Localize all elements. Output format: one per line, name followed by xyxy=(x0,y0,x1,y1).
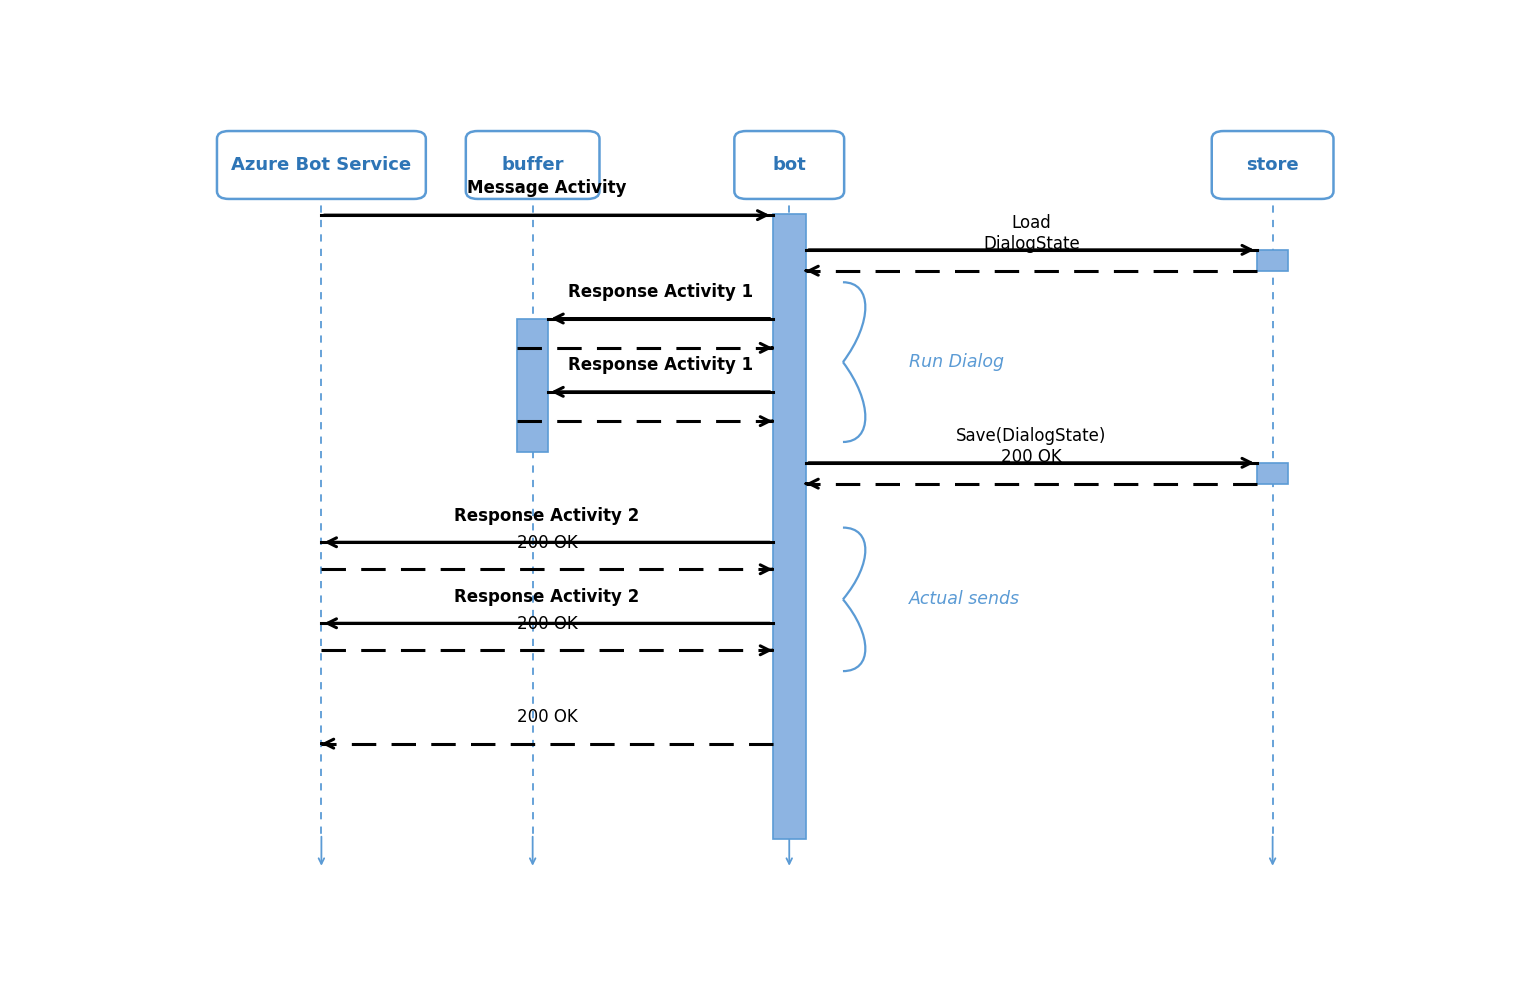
Text: Message Activity: Message Activity xyxy=(467,179,627,197)
Text: Response Activity 2: Response Activity 2 xyxy=(454,587,639,605)
Text: 200 OK: 200 OK xyxy=(516,614,578,632)
FancyBboxPatch shape xyxy=(1212,131,1334,199)
Text: 200 OK: 200 OK xyxy=(516,707,578,725)
Bar xyxy=(517,319,548,452)
FancyBboxPatch shape xyxy=(735,131,844,199)
Bar xyxy=(773,214,805,840)
FancyBboxPatch shape xyxy=(217,131,427,199)
Text: bot: bot xyxy=(773,156,805,174)
Text: Response Activity 1: Response Activity 1 xyxy=(568,356,753,374)
Text: Run Dialog: Run Dialog xyxy=(909,353,1004,371)
Text: Save(DialogState): Save(DialogState) xyxy=(956,427,1107,445)
Bar xyxy=(1257,249,1287,271)
Text: Load: Load xyxy=(1012,214,1052,232)
Text: Response Activity 2: Response Activity 2 xyxy=(454,507,639,524)
Text: Azure Bot Service: Azure Bot Service xyxy=(231,156,411,174)
FancyBboxPatch shape xyxy=(465,131,599,199)
Text: Actual sends: Actual sends xyxy=(909,590,1019,608)
Text: Response Activity 1: Response Activity 1 xyxy=(568,283,753,301)
Text: store: store xyxy=(1246,156,1298,174)
Bar xyxy=(1257,463,1287,484)
Text: DialogState: DialogState xyxy=(983,234,1080,253)
Text: 200 OK: 200 OK xyxy=(516,533,578,551)
Text: buffer: buffer xyxy=(502,156,564,174)
Text: 200 OK: 200 OK xyxy=(1001,448,1063,466)
